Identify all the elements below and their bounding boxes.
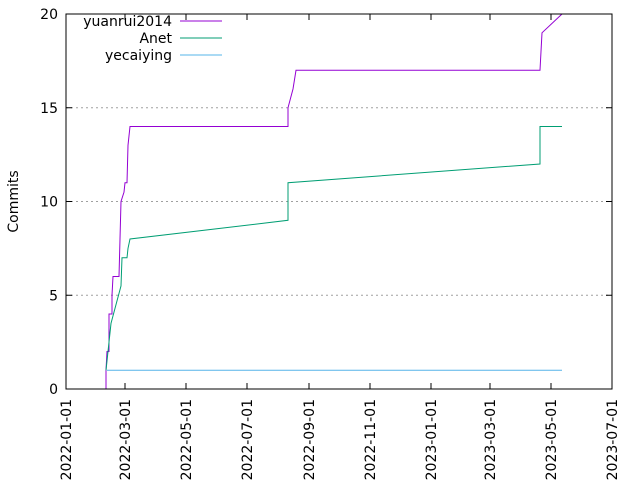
y-tick-label: 0	[49, 382, 58, 398]
series-line-Anet	[105, 126, 562, 371]
y-axis-label: Commits	[6, 170, 22, 232]
x-tick-label: 2022-07-01	[240, 399, 256, 480]
x-tick-label: 2022-05-01	[179, 399, 195, 480]
legend-label: yecaiying	[105, 48, 172, 64]
legend-label: Anet	[139, 31, 172, 47]
series-layer	[105, 13, 563, 389]
x-tick-label: 2022-11-01	[363, 399, 379, 480]
legend-label: yuanrui2014	[83, 14, 172, 30]
y-tick-label: 20	[40, 7, 58, 23]
x-tick-label: 2023-07-01	[605, 399, 621, 480]
y-tick-label: 10	[40, 195, 58, 211]
y-tick-label: 15	[40, 101, 58, 117]
grid-layer	[66, 107, 612, 296]
x-tick-label: 2023-01-01	[424, 399, 440, 480]
x-tick-label: 2023-03-01	[483, 399, 499, 480]
x-tick-label: 2023-05-01	[544, 399, 560, 480]
tick-layer: 0 5 10 15 20 2022-01-01 2022-03-01 2022-05-01 20…	[40, 7, 621, 480]
series-line-yuanrui2014	[105, 13, 563, 389]
x-tick-label: 2022-09-01	[302, 399, 318, 480]
x-tick-label: 2022-03-01	[118, 399, 134, 480]
y-tick-label: 5	[49, 288, 58, 304]
x-tick-label: 2022-01-01	[59, 399, 75, 480]
